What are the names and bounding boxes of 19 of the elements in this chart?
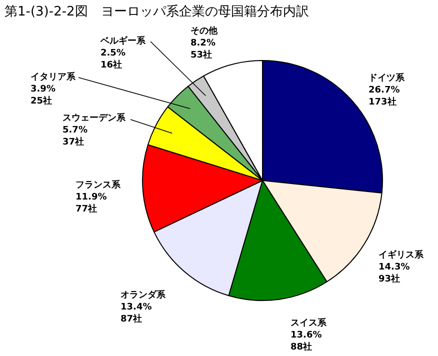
chart-title: 第1-(3)-2-2図 ヨーロッパ系企業の母国籍分布内訳 <box>4 4 309 20</box>
data-label: 2.5% 16社 <box>100 48 126 70</box>
data-label: 13.6% 88社 <box>290 330 322 352</box>
slice-label: イギリス系 <box>378 250 424 260</box>
data-label: 11.9% 77社 <box>76 192 107 214</box>
slice-label: イタリア系 <box>30 72 76 82</box>
data-label: 5.7% 37社 <box>62 126 88 148</box>
data-label: 8.2% 53社 <box>190 38 216 60</box>
slice-label: オランダ系 <box>120 290 166 300</box>
data-label: 3.9% 25社 <box>30 84 56 106</box>
data-label: 13.4% 87社 <box>120 302 152 324</box>
data-label: 14.3% 93社 <box>378 262 410 284</box>
slice-label: スウェーデン系 <box>62 112 126 124</box>
slice-label: ドイツ系 <box>368 72 406 84</box>
slice-label: ベルギー系 <box>100 36 146 46</box>
slice-label: スイス系 <box>290 318 328 328</box>
data-label: 26.7% 173社 <box>368 86 400 108</box>
slice-label: その他 <box>190 26 218 36</box>
slice-label: フランス系 <box>76 180 122 190</box>
